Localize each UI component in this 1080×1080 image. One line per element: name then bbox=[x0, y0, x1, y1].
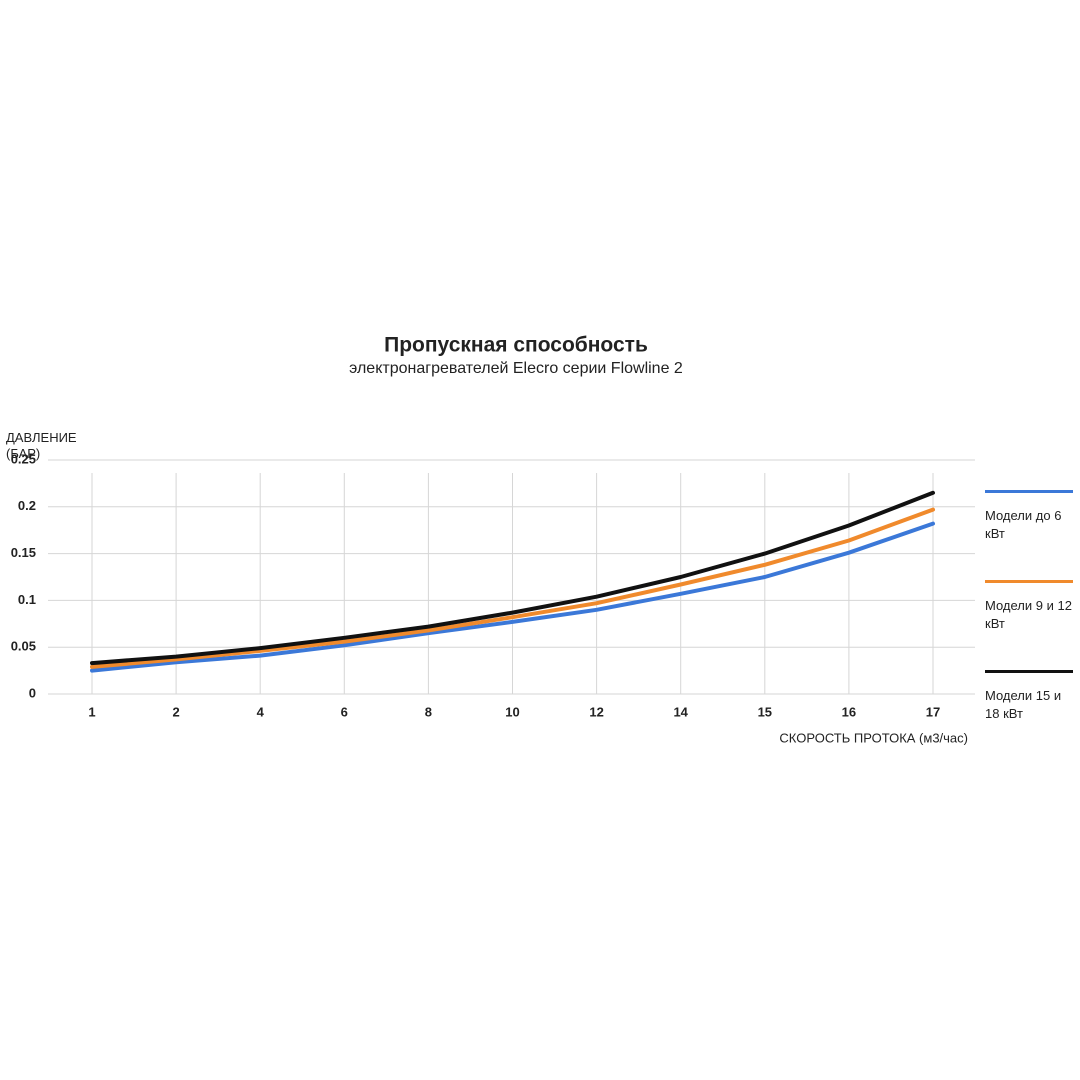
x-tick-label: 15 bbox=[758, 704, 772, 719]
legend-item: Модели 9 и 12 кВт bbox=[985, 580, 1077, 664]
y-tick-label: 0.2 bbox=[18, 498, 36, 513]
x-tick-label: 10 bbox=[505, 704, 519, 719]
x-tick-label: 14 bbox=[673, 704, 688, 719]
y-axis-label: ДАВЛЕНИЕ (БАР) bbox=[6, 430, 77, 461]
series-line bbox=[90, 521, 935, 673]
legend-label: Модели 9 и 12 кВт bbox=[985, 598, 1072, 631]
legend-swatch bbox=[985, 580, 1073, 583]
series-line bbox=[90, 507, 935, 669]
legend-label: Модели до 6 кВт bbox=[985, 508, 1062, 541]
legend: Модели до 6 кВт Модели 9 и 12 кВт Модели 1… bbox=[985, 484, 1077, 754]
y-tick-label: 0.1 bbox=[18, 592, 36, 607]
y-tick-label: 0.05 bbox=[11, 639, 36, 654]
x-tick-label: 8 bbox=[425, 704, 432, 719]
series-line bbox=[90, 490, 935, 666]
legend-item: Модели до 6 кВт bbox=[985, 490, 1077, 574]
y-tick-label: 0.15 bbox=[11, 545, 36, 560]
legend-label: Модели 15 и 18 кВт bbox=[985, 688, 1062, 721]
x-tick-label: 1 bbox=[88, 704, 95, 719]
legend-item: Модели 15 и 18 кВт bbox=[985, 670, 1077, 754]
y-tick-label: 0 bbox=[29, 685, 36, 700]
chart-title: Пропускная способность bbox=[384, 334, 648, 357]
x-tick-label: 2 bbox=[172, 704, 179, 719]
x-tick-label: 4 bbox=[257, 704, 265, 719]
x-tick-label: 12 bbox=[589, 704, 603, 719]
y-tick-label: 0.25 bbox=[11, 451, 36, 466]
x-tick-label: 6 bbox=[341, 704, 348, 719]
x-tick-label: 17 bbox=[926, 704, 940, 719]
legend-swatch bbox=[985, 670, 1073, 673]
x-tick-label: 16 bbox=[842, 704, 856, 719]
chart-subtitle: электронагревателей Elecro серии Flowlin… bbox=[349, 360, 683, 377]
x-axis-label: СКОРОСТЬ ПРОТОКА (м3/час) bbox=[779, 730, 968, 745]
legend-swatch bbox=[985, 490, 1073, 493]
